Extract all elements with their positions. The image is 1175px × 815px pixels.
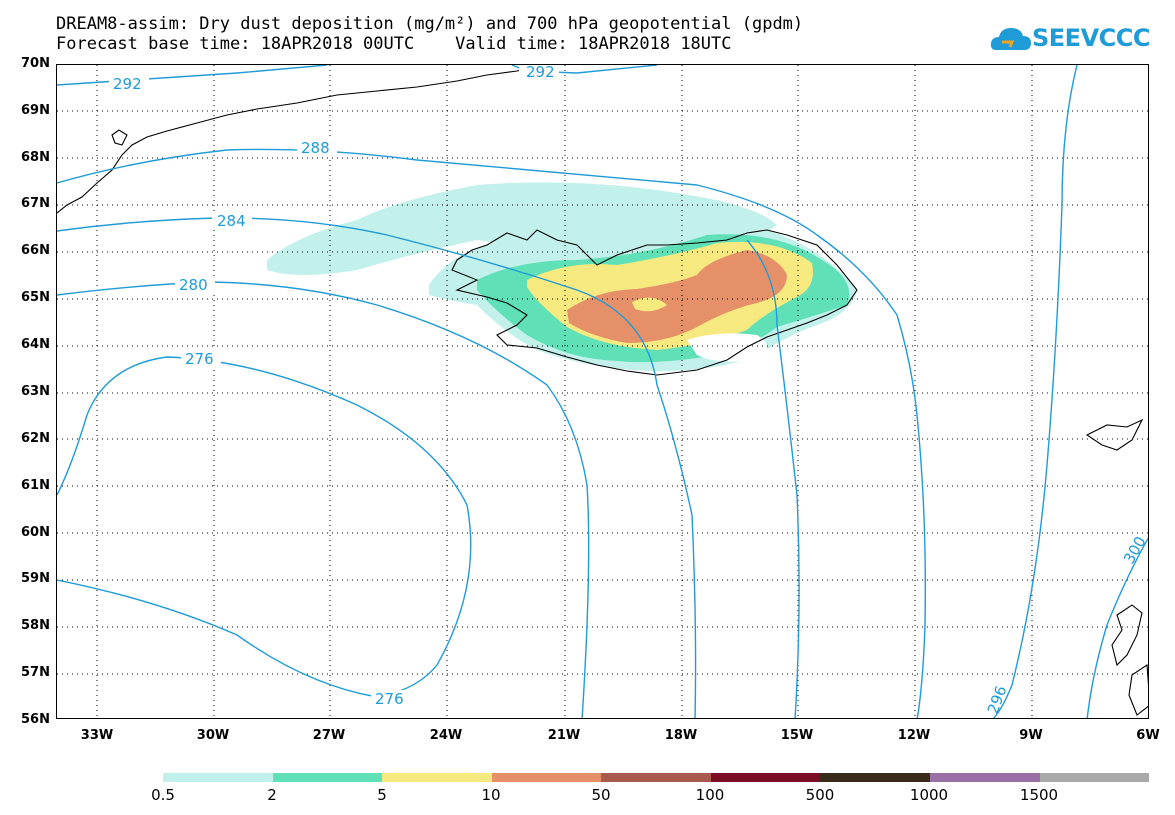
lat-label: 65N bbox=[21, 290, 50, 305]
lon-label: 9W bbox=[1019, 728, 1043, 743]
legend-swatch bbox=[272, 773, 383, 782]
legend-swatch bbox=[163, 773, 273, 782]
legend-label: 10 bbox=[481, 786, 501, 804]
contour-label: 284 bbox=[217, 212, 246, 230]
lon-label: 24W bbox=[429, 728, 463, 743]
legend-swatch bbox=[601, 773, 711, 782]
contour-label: 288 bbox=[301, 139, 330, 157]
contour-label: 276 bbox=[185, 350, 214, 368]
legend-swatch bbox=[382, 773, 492, 782]
contour-label: 292 bbox=[526, 65, 555, 81]
lon-label: 6W bbox=[1136, 728, 1160, 743]
legend-label: 100 bbox=[695, 786, 725, 804]
lat-label: 62N bbox=[21, 431, 50, 446]
legend-label: 500 bbox=[805, 786, 835, 804]
lon-label: 21W bbox=[547, 728, 581, 743]
coastline bbox=[57, 65, 1148, 716]
lon-label: 27W bbox=[312, 728, 346, 743]
lat-label: 70N bbox=[21, 56, 50, 71]
lat-label: 58N bbox=[21, 618, 50, 633]
legend-label: 2 bbox=[267, 786, 277, 804]
legend-swatch bbox=[1039, 773, 1150, 782]
contour-label: 276 bbox=[375, 690, 404, 708]
lat-label: 69N bbox=[21, 103, 50, 118]
legend-label: 5 bbox=[377, 786, 387, 804]
geopotential-contours bbox=[57, 65, 1148, 718]
map-subtitle: Forecast base time: 18APR2018 00UTC Vali… bbox=[56, 34, 732, 54]
contour-label: 300 bbox=[1120, 533, 1149, 567]
lon-label: 30W bbox=[196, 728, 230, 743]
lon-label: 33W bbox=[80, 728, 114, 743]
legend-label: 0.5 bbox=[151, 786, 175, 804]
lat-label: 59N bbox=[21, 571, 50, 586]
seevccc-logo: SEEVCCC bbox=[990, 20, 1160, 56]
lon-label: 12W bbox=[897, 728, 931, 743]
map-title: DREAM8-assim: Dry dust deposition (mg/m²… bbox=[56, 14, 804, 34]
lat-label: 68N bbox=[21, 150, 50, 165]
lat-label: 61N bbox=[21, 478, 50, 493]
lat-label: 63N bbox=[21, 384, 50, 399]
map-panel: 292 292 288 284 280 276 276 296 300 bbox=[56, 64, 1149, 719]
lat-label: 66N bbox=[21, 243, 50, 258]
legend-label: 1000 bbox=[909, 786, 949, 804]
legend-swatch bbox=[820, 773, 930, 782]
map-canvas: 292 292 288 284 280 276 276 296 300 bbox=[57, 65, 1149, 718]
lon-label: 18W bbox=[664, 728, 698, 743]
color-legend bbox=[163, 773, 1150, 782]
legend-label: 1500 bbox=[1019, 786, 1059, 804]
contour-label: 280 bbox=[179, 276, 208, 294]
lat-label: 60N bbox=[21, 525, 50, 540]
graticule bbox=[57, 65, 1148, 718]
contour-label: 296 bbox=[984, 683, 1011, 716]
dust-field bbox=[267, 182, 857, 372]
cloud-icon bbox=[990, 28, 1031, 50]
legend-swatch bbox=[491, 773, 602, 782]
legend-label: 50 bbox=[591, 786, 611, 804]
lat-label: 64N bbox=[21, 337, 50, 352]
lat-label: 67N bbox=[21, 196, 50, 211]
lat-label: 56N bbox=[21, 712, 50, 727]
legend-swatch bbox=[710, 773, 821, 782]
contour-label: 292 bbox=[113, 75, 142, 93]
lon-label: 15W bbox=[780, 728, 814, 743]
contour-label-group: 292 292 288 284 280 276 276 296 300 bbox=[109, 65, 1149, 716]
lat-label: 57N bbox=[21, 665, 50, 680]
logo-text: SEEVCCC bbox=[1032, 24, 1151, 52]
legend-swatch bbox=[929, 773, 1040, 782]
